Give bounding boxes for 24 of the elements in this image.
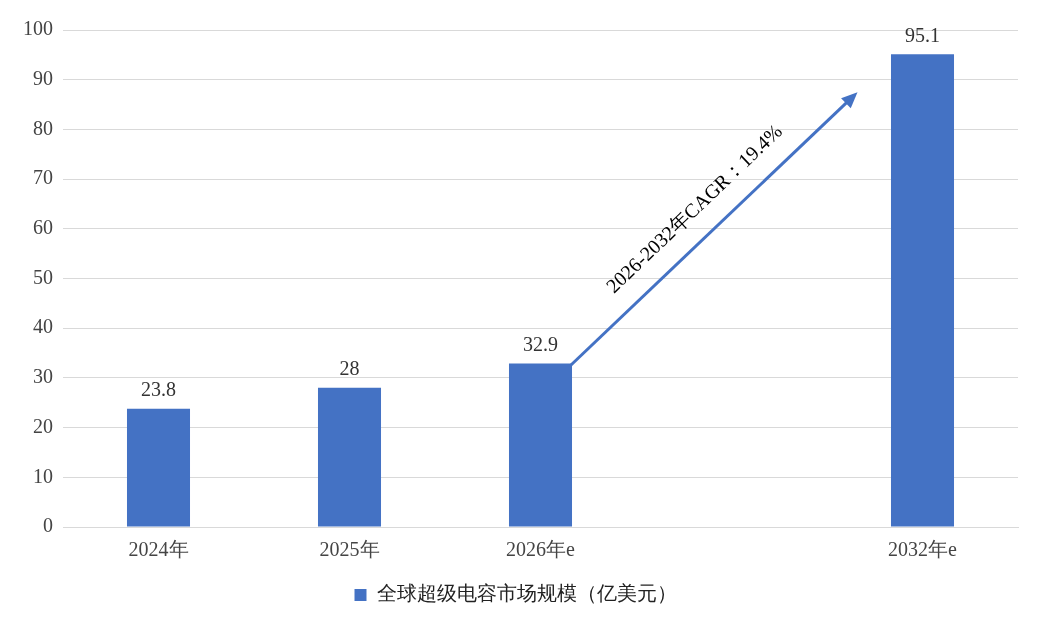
data-label: 95.1 bbox=[905, 23, 940, 46]
bar bbox=[126, 408, 191, 527]
y-tick-label: 30 bbox=[33, 365, 53, 388]
y-tick-label: 80 bbox=[33, 116, 53, 139]
bar bbox=[890, 54, 955, 527]
x-tick-label: 2032年e bbox=[888, 538, 958, 561]
y-tick-label: 50 bbox=[33, 265, 53, 288]
y-tick-label: 20 bbox=[33, 414, 53, 437]
y-tick-label: 10 bbox=[33, 464, 53, 487]
legend-label: 全球超级电容市场规模（亿美元） bbox=[376, 582, 677, 605]
y-tick-label: 0 bbox=[43, 514, 53, 537]
data-label: 32.9 bbox=[523, 332, 558, 355]
y-tick-label: 100 bbox=[23, 17, 53, 40]
data-label: 23.8 bbox=[141, 377, 176, 400]
y-tick-label: 70 bbox=[33, 166, 53, 189]
x-tick-label: 2026年e bbox=[506, 538, 576, 561]
bar bbox=[508, 363, 573, 527]
y-tick-label: 40 bbox=[33, 315, 53, 338]
x-tick-label: 2025年 bbox=[319, 538, 380, 561]
y-tick-label: 90 bbox=[33, 66, 53, 89]
y-tick-label: 60 bbox=[33, 216, 53, 239]
data-label: 28 bbox=[339, 357, 360, 380]
bar bbox=[317, 387, 382, 527]
x-tick-label: 2024年 bbox=[128, 538, 189, 561]
